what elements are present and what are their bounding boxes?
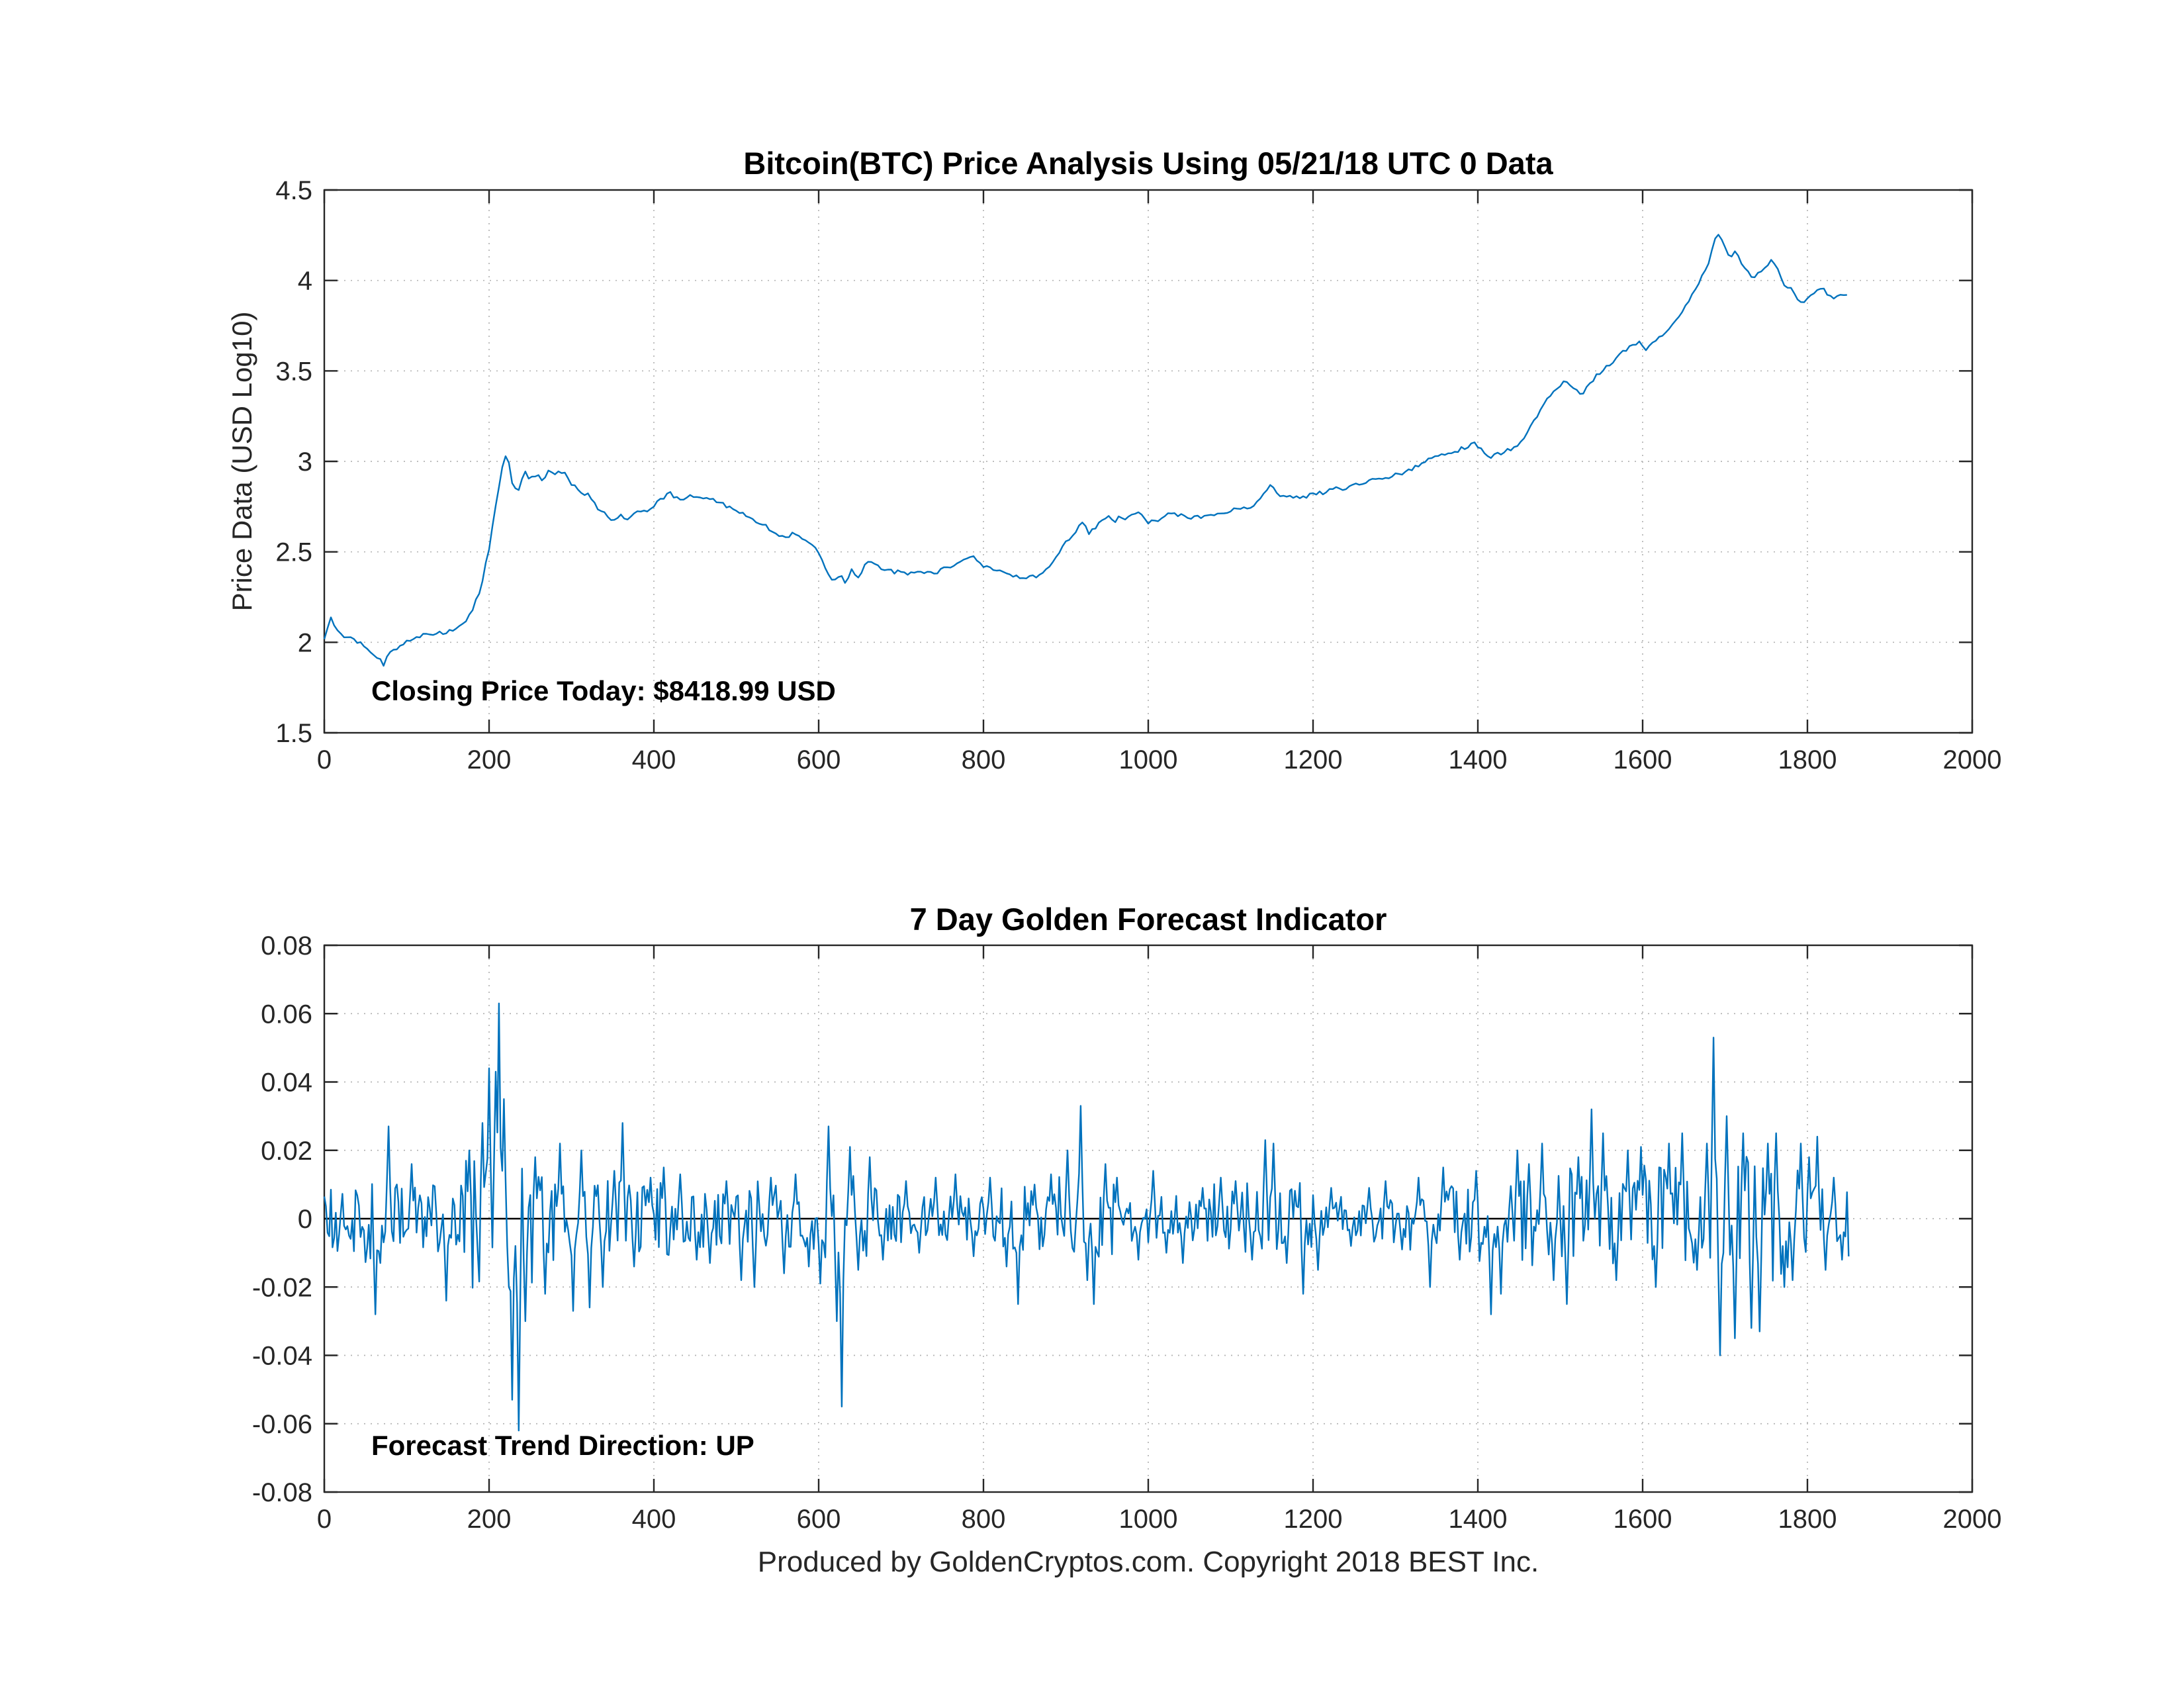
y-tick-label: 0.04: [261, 1068, 312, 1098]
y-tick-label: 3: [298, 447, 312, 477]
x-tick-label: 600: [797, 745, 841, 774]
price-chart-ylabel: Price Data (USD Log10): [226, 312, 257, 612]
x-tick-label: 1400: [1449, 1505, 1508, 1534]
x-tick-label: 1200: [1284, 1505, 1343, 1534]
y-tick-label: -0.04: [252, 1342, 312, 1371]
y-tick-label: 0.02: [261, 1137, 312, 1166]
x-tick-label: 800: [962, 745, 1006, 774]
y-tick-label: 0.08: [261, 931, 312, 961]
y-tick-label: -0.08: [252, 1478, 312, 1507]
y-tick-label: 0: [298, 1205, 312, 1234]
indicator-chart: 0 200 400 600 800 1000 1200 1400 1600 1800 2000 -0.…: [252, 931, 2002, 1534]
x-tick-label: 1400: [1449, 745, 1508, 774]
y-tick-label: -0.06: [252, 1410, 312, 1439]
x-tick-label: 0: [317, 1505, 332, 1534]
y-tick-label: 2.5: [275, 538, 312, 567]
y-tick-label: 4: [298, 267, 312, 296]
figure-footer: Produced by GoldenCryptos.com. Copyright…: [758, 1546, 1539, 1578]
x-tick-label: 1200: [1284, 745, 1343, 774]
y-tick-label: -0.02: [252, 1273, 312, 1302]
y-tick-label: 3.5: [275, 357, 312, 386]
price-chart-title: Bitcoin(BTC) Price Analysis Using 05/21/…: [743, 146, 1553, 181]
x-tick-label: 0: [317, 745, 332, 774]
closing-price-annotation: Closing Price Today: $8418.99 USD: [371, 675, 836, 706]
y-tick-label: 0.06: [261, 1000, 312, 1029]
indicator-line: [323, 1002, 1850, 1432]
x-tick-label: 1800: [1778, 745, 1837, 774]
y-tick-label: 4.5: [275, 176, 312, 205]
y-tick-label: 2: [298, 628, 312, 657]
x-tick-label: 1600: [1614, 1505, 1672, 1534]
x-tick-label: 1000: [1119, 1505, 1178, 1534]
price-chart: 0 200 400 600 800 1000 1200 1400 1600 1800 2000 1.5…: [275, 176, 2001, 774]
x-tick-label: 400: [632, 745, 676, 774]
x-tick-label: 1800: [1778, 1505, 1837, 1534]
x-tick-label: 2000: [1943, 745, 2002, 774]
x-tick-label: 400: [632, 1505, 676, 1534]
x-tick-label: 600: [797, 1505, 841, 1534]
x-tick-label: 200: [467, 1505, 512, 1534]
x-tick-label: 800: [962, 1505, 1006, 1534]
x-tick-label: 2000: [1943, 1505, 2002, 1534]
x-tick-label: 200: [467, 745, 512, 774]
forecast-trend-annotation: Forecast Trend Direction: UP: [371, 1430, 754, 1461]
indicator-chart-title: 7 Day Golden Forecast Indicator: [910, 902, 1387, 937]
x-tick-label: 1600: [1614, 745, 1672, 774]
price-line: [323, 234, 1847, 667]
x-tick-label: 1000: [1119, 745, 1178, 774]
y-tick-label: 1.5: [275, 719, 312, 748]
